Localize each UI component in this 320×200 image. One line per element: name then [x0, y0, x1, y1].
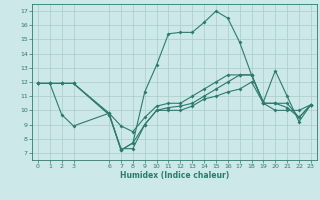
X-axis label: Humidex (Indice chaleur): Humidex (Indice chaleur) — [120, 171, 229, 180]
